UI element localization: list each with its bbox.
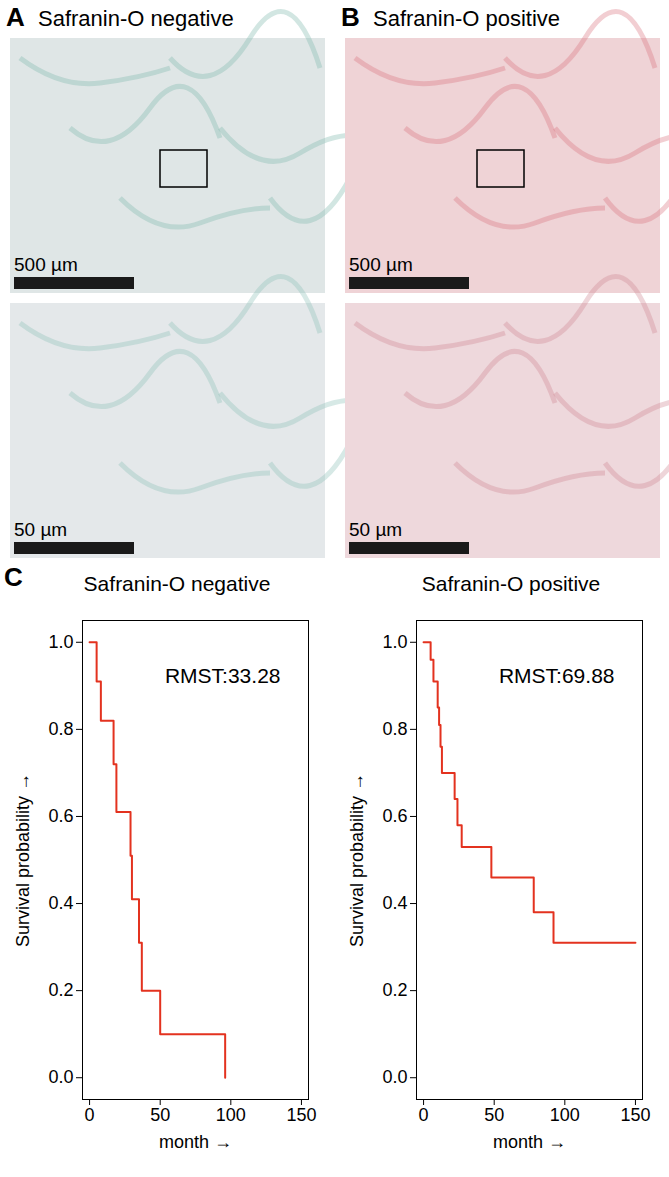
svg-text:0: 0 [85,1105,95,1125]
svg-text:0.2: 0.2 [48,980,73,1000]
svg-text:0.2: 0.2 [382,980,407,1000]
svg-text:0.6: 0.6 [48,806,73,826]
svg-text:A: A [6,2,25,32]
svg-text:500 µm: 500 µm [14,254,78,275]
svg-text:RMST:33.28: RMST:33.28 [165,664,281,687]
svg-text:0: 0 [419,1105,429,1125]
svg-text:month →: month → [159,1132,232,1152]
svg-text:0.6: 0.6 [382,806,407,826]
svg-text:0.0: 0.0 [48,1067,73,1087]
svg-text:50 µm: 50 µm [14,519,67,540]
svg-text:500 µm: 500 µm [349,254,413,275]
svg-text:RMST:69.88: RMST:69.88 [499,664,615,687]
svg-text:50: 50 [150,1105,170,1125]
svg-text:0.4: 0.4 [48,893,73,913]
svg-text:0.0: 0.0 [382,1067,407,1087]
svg-text:Safranin-O positive: Safranin-O positive [373,6,560,31]
svg-text:1.0: 1.0 [48,632,73,652]
svg-text:month →: month → [493,1132,566,1152]
svg-text:150: 150 [620,1105,650,1125]
svg-text:Safranin-O negative: Safranin-O negative [38,6,234,31]
svg-text:B: B [341,2,360,32]
html-text:Safranin-O positive: Safranin-O positive [421,572,601,595]
svg-text:0.4: 0.4 [382,893,407,913]
svg-text:0.8: 0.8 [382,719,407,739]
html-text:C: C [4,562,23,592]
svg-text:50: 50 [484,1105,504,1125]
svg-text:150: 150 [286,1105,316,1125]
svg-text:100: 100 [216,1105,246,1125]
svg-text:1.0: 1.0 [382,632,407,652]
svg-text:0.8: 0.8 [48,719,73,739]
html-text:Safranin-O negative: Safranin-O negative [83,572,271,595]
svg-text:100: 100 [550,1105,580,1125]
svg-text:Survival probability →: Survival probability → [347,773,367,947]
svg-text:50 µm: 50 µm [349,519,402,540]
svg-text:Survival probability →: Survival probability → [13,773,33,947]
